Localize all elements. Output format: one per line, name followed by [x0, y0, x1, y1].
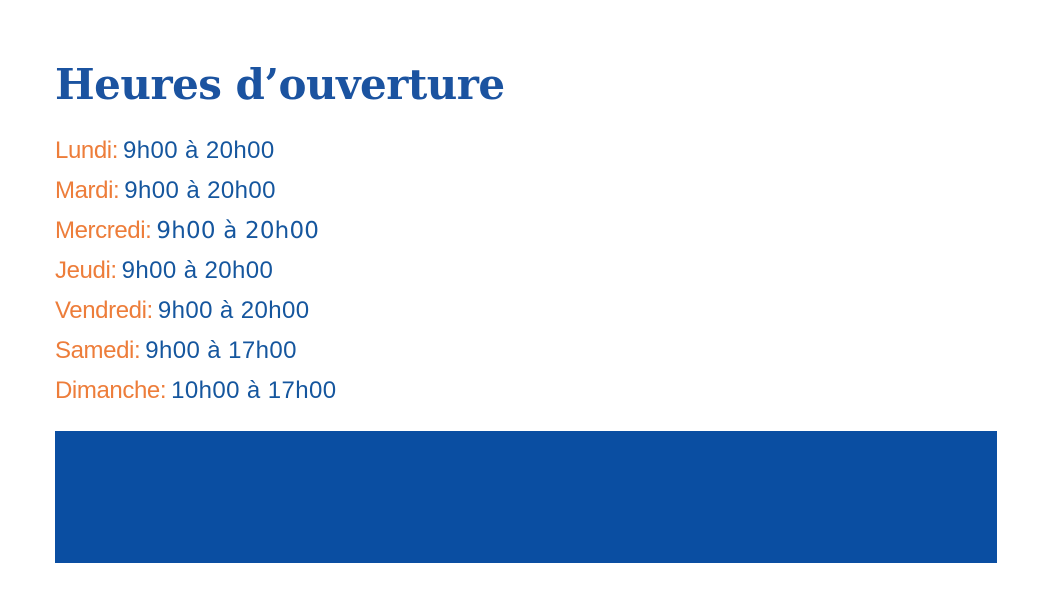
day-label: Mardi: [55, 177, 120, 204]
day-hours-value: 10h00 à 17h00 [171, 377, 337, 404]
list-item: Mercredi: 9h00 à 20h00 [55, 211, 575, 251]
list-item: Vendredi: 9h00 à 20h00 [55, 291, 575, 331]
list-item: Jeudi: 9h00 à 20h00 [55, 251, 575, 291]
list-item: Mardi: 9h00 à 20h00 [55, 171, 575, 211]
day-hours-value: 9h00 à 20h00 [124, 177, 276, 204]
day-label: Jeudi: [55, 257, 117, 284]
day-label: Vendredi: [55, 297, 153, 324]
day-label: Lundi: [55, 137, 118, 164]
list-item: Lundi: 9h00 à 20h00 [55, 131, 575, 171]
list-item: Dimanche: 10h00 à 17h00 [55, 371, 575, 411]
day-hours-value: 9h00 à 20h00 [123, 137, 275, 164]
content-placeholder-panel [55, 431, 997, 563]
list-item: Samedi: 9h00 à 17h00 [55, 331, 575, 371]
day-hours-value: 9h00 à 20h00 [156, 218, 320, 244]
day-label: Samedi: [55, 337, 141, 364]
day-label: Mercredi: [55, 217, 152, 244]
day-label: Dimanche: [55, 377, 167, 404]
page-title: Heures d’ouverture [55, 60, 505, 109]
opening-hours-list: Lundi: 9h00 à 20h00 Mardi: 9h00 à 20h00 Me… [55, 131, 575, 411]
day-hours-value: 9h00 à 20h00 [121, 257, 274, 284]
day-hours-value: 9h00 à 20h00 [157, 297, 310, 324]
day-hours-value: 9h00 à 17h00 [145, 337, 297, 364]
